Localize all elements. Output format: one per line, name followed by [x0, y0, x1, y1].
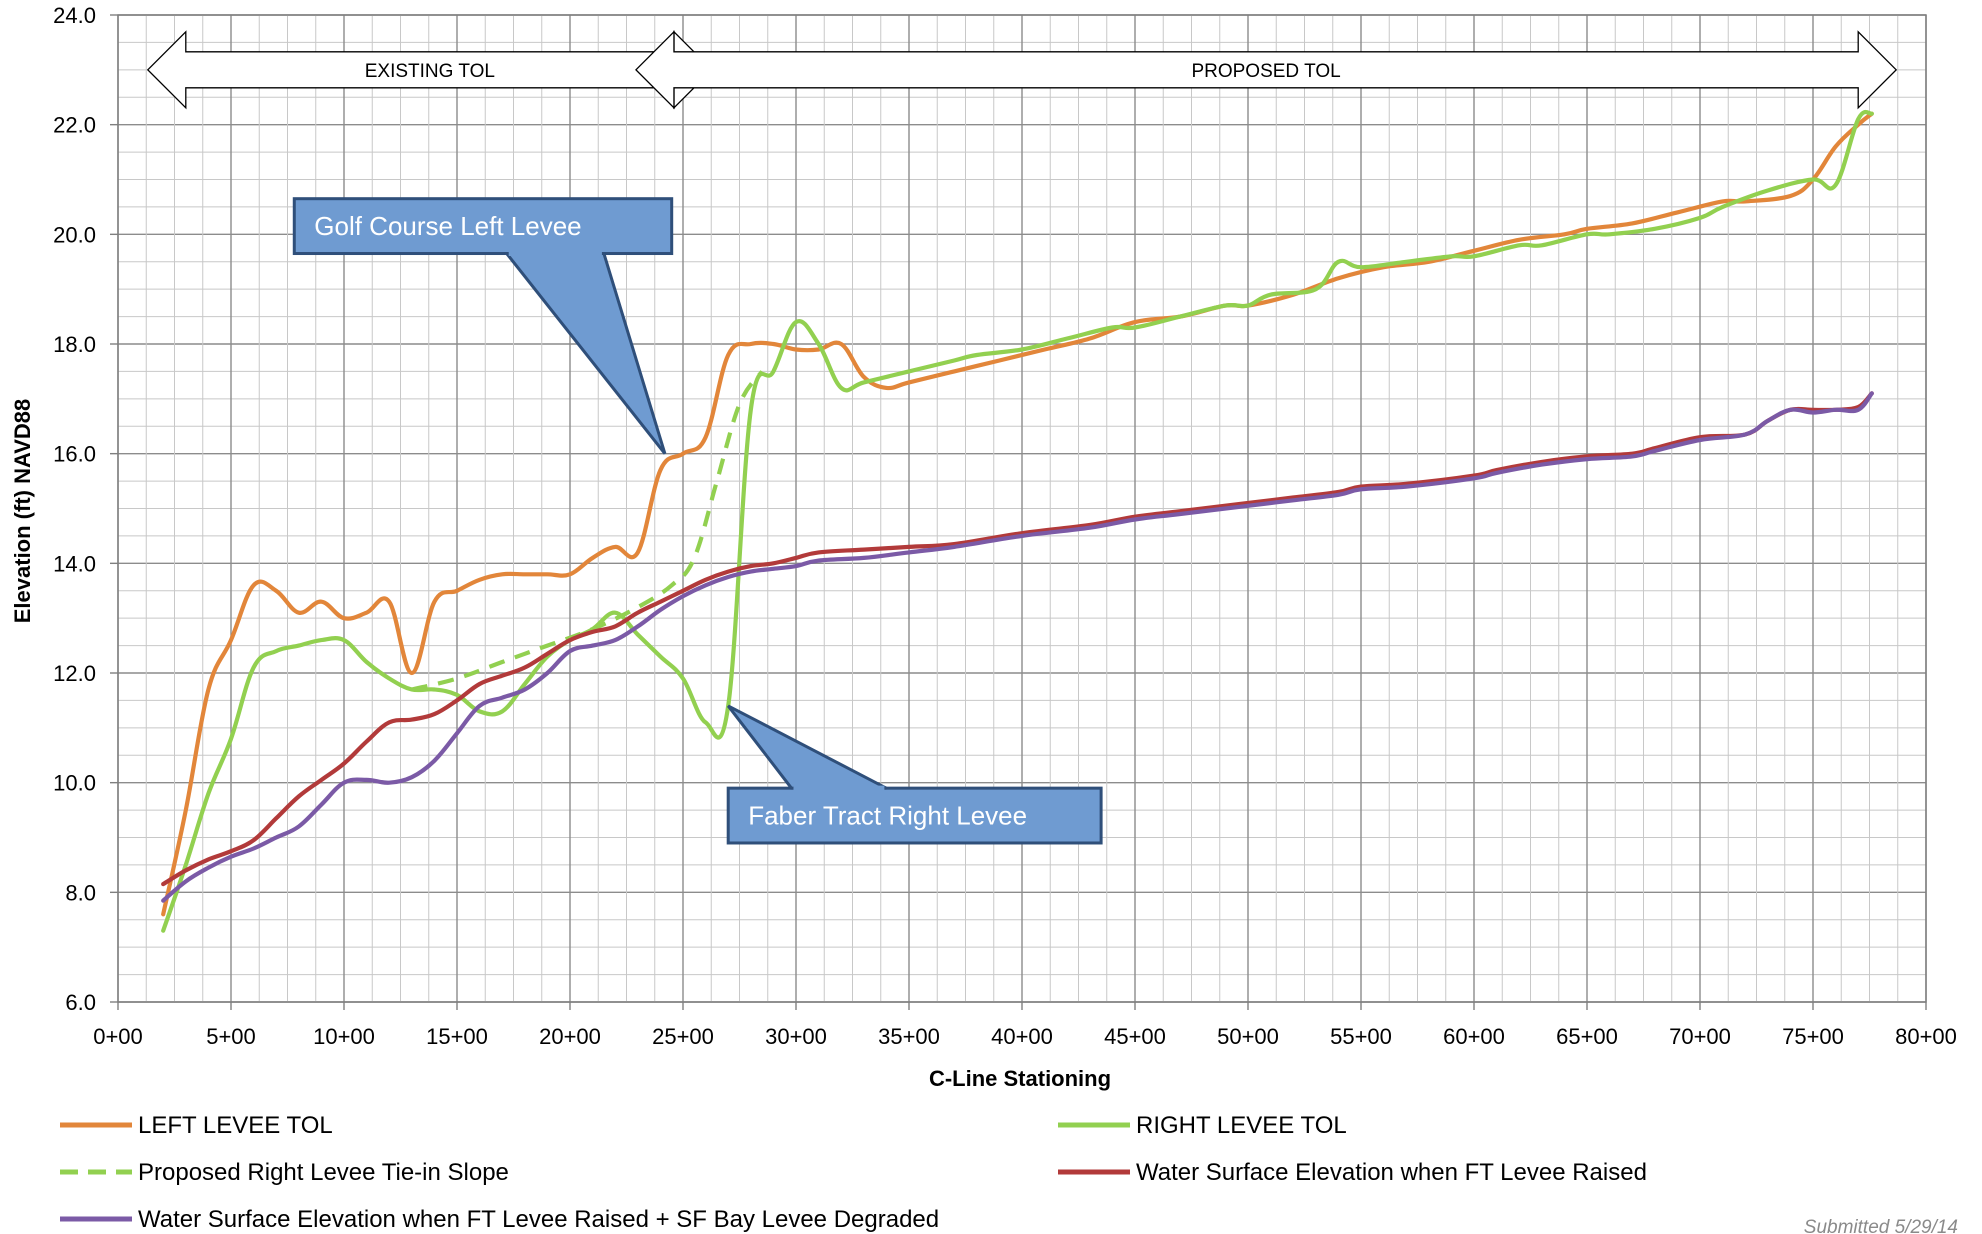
y-tick-label: 18.0: [53, 332, 96, 357]
x-tick-label: 45+00: [1104, 1024, 1166, 1049]
x-tick-label: 65+00: [1556, 1024, 1618, 1049]
y-tick-label: 6.0: [65, 990, 96, 1015]
callout-pointer: [503, 252, 667, 455]
series-line-4: [161, 391, 1874, 903]
callout-label: Faber Tract Right Levee: [748, 801, 1027, 831]
x-axis-ticks: 0+00 5+00 10+00 15+00 20+00 25+00 30+00 35+00 40…: [93, 1002, 1957, 1049]
chart-legend: LEFT LEVEE TOL RIGHT LEVEE TOL Proposed Ri…: [60, 1112, 1647, 1233]
band-label: EXISTING TOL: [365, 61, 495, 82]
x-tick-label: 5+00: [206, 1024, 256, 1049]
legend-label: Proposed Right Levee Tie-in Slope: [138, 1159, 509, 1186]
x-tick-label: 75+00: [1782, 1024, 1844, 1049]
x-tick-label: 40+00: [991, 1024, 1053, 1049]
series-line-1: [161, 109, 1874, 933]
band-arrow: [635, 30, 1898, 110]
legend-label: LEFT LEVEE TOL: [138, 1112, 333, 1139]
legend-label: Water Surface Elevation when FT Levee Ra…: [138, 1206, 939, 1233]
tol-bands: EXISTING TOL PROPOSED TOL: [146, 30, 1898, 110]
x-tick-label: 50+00: [1217, 1024, 1279, 1049]
x-tick-label: 0+00: [93, 1024, 143, 1049]
y-tick-label: 20.0: [53, 222, 96, 247]
x-tick-label: 20+00: [539, 1024, 601, 1049]
series-line-2: [411, 370, 764, 692]
x-tick-label: 80+00: [1895, 1024, 1957, 1049]
y-tick-label: 22.0: [53, 113, 96, 138]
y-tick-label: 8.0: [65, 880, 96, 905]
legend-label: RIGHT LEVEE TOL: [1136, 1112, 1347, 1139]
chart-series: [161, 109, 1874, 933]
y-tick-label: 14.0: [53, 551, 96, 576]
x-tick-label: 35+00: [878, 1024, 940, 1049]
callout-box: [726, 786, 1103, 845]
series-line-0: [161, 111, 1874, 917]
x-tick-label: 10+00: [313, 1024, 375, 1049]
band-label: PROPOSED TOL: [1191, 61, 1340, 82]
x-tick-label: 25+00: [652, 1024, 714, 1049]
x-axis-title: C-Line Stationing: [929, 1066, 1111, 1091]
callout-box: [292, 197, 674, 256]
legend-label: Water Surface Elevation when FT Levee Ra…: [1136, 1159, 1647, 1186]
callout-label: Golf Course Left Levee: [314, 211, 581, 241]
y-tick-label: 16.0: [53, 442, 96, 467]
x-tick-label: 55+00: [1330, 1024, 1392, 1049]
x-tick-label: 60+00: [1443, 1024, 1505, 1049]
y-axis-ticks: 6.0 8.0 10.0 12.0 14.0 16.0 18.0 20.0 22.0 24.0: [53, 3, 118, 1015]
x-tick-label: 15+00: [426, 1024, 488, 1049]
submitted-note: Submitted 5/29/14: [1804, 1217, 1958, 1234]
y-tick-label: 12.0: [53, 661, 96, 686]
x-tick-label: 70+00: [1669, 1024, 1731, 1049]
y-tick-label: 24.0: [53, 3, 96, 28]
callout-pointer: [727, 704, 888, 790]
y-axis-title: Elevation (ft) NAVD88: [10, 399, 35, 624]
x-tick-label: 30+00: [765, 1024, 827, 1049]
chart-gridlines: [117, 14, 1927, 1003]
callouts: Golf Course Left Levee Faber Tract Right …: [292, 197, 1103, 845]
y-tick-label: 10.0: [53, 771, 96, 796]
series-line-3: [161, 391, 1874, 887]
